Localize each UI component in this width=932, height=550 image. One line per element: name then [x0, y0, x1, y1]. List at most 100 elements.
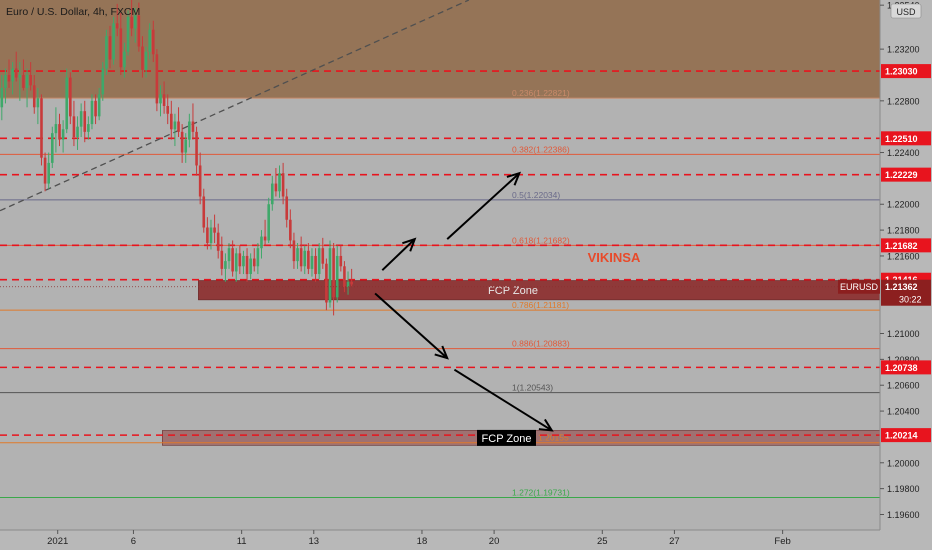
- candle-22: [79, 103, 83, 138]
- currency-button[interactable]: USD: [890, 3, 922, 19]
- candle-body: [270, 183, 274, 205]
- candle-body: [65, 77, 69, 130]
- candle-55: [198, 152, 202, 205]
- candle-body: [97, 94, 101, 117]
- candle-body: [238, 253, 242, 267]
- candle-body: [242, 255, 245, 267]
- candle-body: [317, 248, 321, 275]
- candle-body: [36, 98, 40, 108]
- candle-body: [25, 74, 29, 88]
- candle-87: [314, 248, 317, 282]
- time-tick-label-5: 20: [489, 536, 500, 547]
- fibonacci-layer: 0.236(1.22821) 0.382(1.22386) 0.5(1.22034)…: [0, 88, 880, 499]
- candle-body: [307, 250, 310, 269]
- fib-label-4: 0.786(1.21181): [512, 300, 569, 310]
- candle-94: [339, 245, 343, 272]
- candle-body: [289, 219, 292, 241]
- candle-body: [61, 129, 65, 140]
- candle-body: [151, 29, 155, 55]
- candle-body: [69, 77, 72, 117]
- candle-body: [180, 131, 184, 153]
- candle-1: [4, 68, 7, 104]
- candle-body: [191, 121, 195, 132]
- candle-body: [22, 74, 25, 88]
- candle-39: [141, 36, 144, 78]
- candle-body: [188, 121, 191, 140]
- candle-25: [90, 94, 94, 130]
- candle-15: [54, 107, 58, 153]
- candle-body: [108, 36, 112, 60]
- candle-19: [69, 72, 72, 125]
- time-tick-label-1: 6: [131, 536, 136, 547]
- arrow-shaft: [453, 368, 553, 432]
- candle-69: [249, 253, 252, 280]
- projection-arrow-1: [446, 171, 522, 240]
- time-axis[interactable]: 2021 6 11 13 18 20 25 27 Feb: [0, 529, 932, 550]
- candle-59: [213, 214, 216, 244]
- zones-layer: [0, 0, 881, 446]
- candle-37: [133, 7, 137, 43]
- red-level-badge-1: [881, 131, 931, 146]
- arrow-shaft: [381, 238, 416, 271]
- candle-84: [303, 245, 307, 275]
- candle-23: [83, 100, 87, 143]
- candle-91: [328, 240, 332, 308]
- candle-body: [184, 139, 188, 153]
- symbol-badge: [838, 279, 880, 294]
- time-tick-label-7: 27: [669, 536, 680, 547]
- candle-36: [130, 0, 133, 37]
- candle-body: [328, 248, 332, 303]
- candle-54: [195, 126, 198, 176]
- candle-body: [213, 227, 216, 233]
- candle-body: [115, 23, 119, 29]
- candle-body: [43, 157, 47, 184]
- candle-46: [166, 94, 170, 125]
- candle-body: [195, 131, 198, 166]
- candle-61: [220, 236, 224, 276]
- candle-79: [285, 188, 289, 228]
- candle-body: [206, 227, 209, 244]
- candle-92: [332, 243, 335, 316]
- candle-74: [267, 197, 270, 244]
- candle-body: [245, 255, 249, 275]
- candle-71: [256, 243, 260, 275]
- candle-3: [11, 62, 14, 95]
- candle-11: [40, 94, 43, 166]
- candle-10: [36, 87, 40, 125]
- price-tick-label-4: 1.22000: [887, 200, 920, 210]
- time-tick-label-4: 18: [417, 536, 428, 547]
- projection-arrow-2: [374, 292, 449, 360]
- candle-body: [126, 16, 130, 52]
- candle-13: [47, 152, 50, 189]
- candle-65: [234, 248, 238, 282]
- candle-body: [350, 281, 353, 285]
- candle-33: [119, 12, 123, 75]
- price-tick-label-8: 1.20800: [887, 355, 920, 365]
- candle-9: [32, 74, 36, 114]
- candle-31: [112, 16, 115, 65]
- candle-40: [144, 46, 148, 78]
- projection-arrow-3: [453, 368, 554, 432]
- arrow-shaft: [446, 172, 521, 240]
- candle-body: [112, 23, 115, 60]
- candle-body: [343, 266, 346, 287]
- candle-body: [166, 106, 170, 114]
- candle-body: [87, 124, 90, 132]
- fcp-zone-label-2: FCP Zone: [482, 433, 532, 445]
- candle-5: [18, 62, 22, 101]
- candle-body: [252, 258, 256, 267]
- candle-93: [335, 245, 339, 303]
- candle-body: [162, 94, 166, 106]
- countdown-label: 30:22: [899, 295, 922, 305]
- red-level-badge-0: [881, 64, 931, 79]
- fib-label-8: 1.272(1.19731): [512, 488, 570, 498]
- candle-body: [216, 232, 220, 251]
- candle-68: [245, 248, 249, 282]
- candle-64: [231, 240, 234, 277]
- price-tick-label-7: 1.21000: [887, 329, 920, 339]
- candle-81: [292, 232, 296, 269]
- candle-body: [202, 196, 206, 228]
- candle-66: [238, 245, 242, 275]
